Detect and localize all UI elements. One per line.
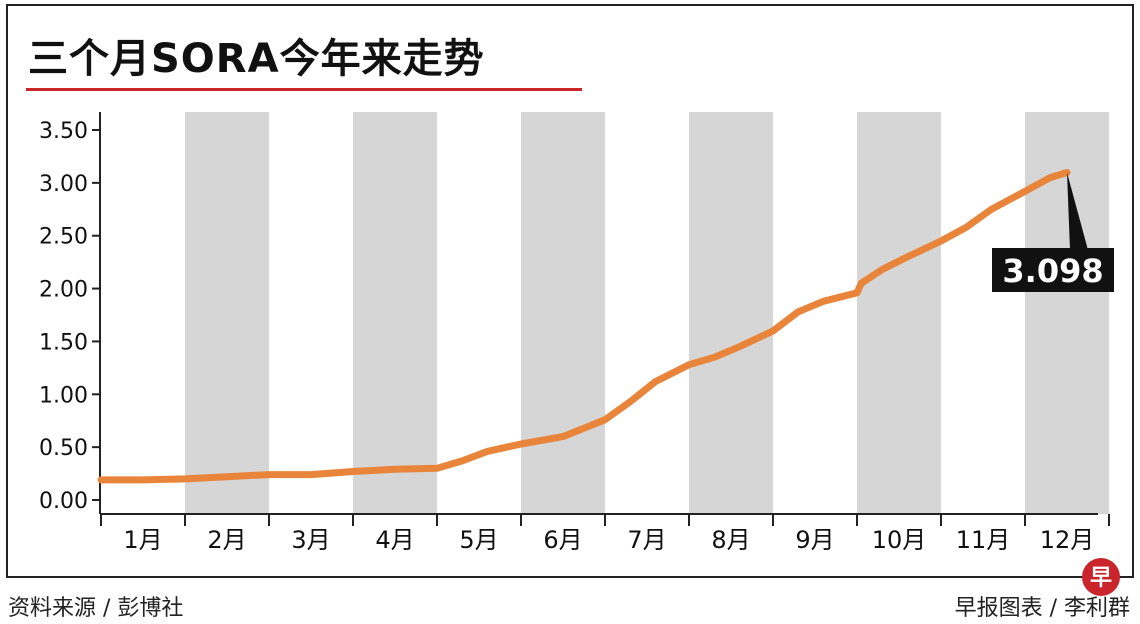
x-tick-label: 1月	[123, 526, 162, 554]
x-tick-label: 9月	[795, 526, 834, 554]
x-tick-label: 7月	[627, 526, 666, 554]
y-tick-label: 3.50	[39, 119, 88, 144]
x-tick-label: 2月	[207, 526, 246, 554]
y-tick-label: 1.50	[39, 330, 88, 355]
svg-text:早: 早	[1090, 566, 1112, 591]
source-text: 资料来源 / 彭博社	[8, 596, 184, 621]
y-tick-label: 0.00	[39, 489, 88, 514]
month-band	[1025, 112, 1109, 514]
callout-pointer	[1067, 172, 1088, 250]
x-tick-label: 6月	[543, 526, 582, 554]
chart-title: 三个月SORA今年来走势	[28, 36, 485, 82]
series-line	[97, 169, 1071, 484]
x-tick-label: 5月	[459, 526, 498, 554]
y-tick-label: 2.00	[39, 278, 88, 303]
callout-label: 3.098	[1002, 252, 1103, 290]
x-tick-label: 12月	[1040, 526, 1095, 554]
y-tick-label: 0.50	[39, 436, 88, 461]
y-tick-label: 3.00	[39, 172, 88, 197]
x-tick-label: 4月	[375, 526, 414, 554]
title-underline	[26, 88, 582, 91]
callout-box	[992, 248, 1114, 292]
month-band	[353, 112, 437, 514]
x-tick-label: 11月	[956, 526, 1011, 554]
x-tick-label: 3月	[291, 526, 330, 554]
credit-text: 早报图表 / 李利群	[954, 596, 1130, 621]
month-band	[521, 112, 605, 514]
month-band	[185, 112, 269, 514]
zaobao-logo-icon: 早	[1082, 558, 1120, 596]
y-tick-label: 1.00	[39, 383, 88, 408]
month-band	[857, 112, 941, 514]
y-tick-label: 2.50	[39, 225, 88, 250]
x-tick-label: 8月	[711, 526, 750, 554]
month-band	[689, 112, 773, 514]
x-tick-label: 10月	[872, 526, 927, 554]
